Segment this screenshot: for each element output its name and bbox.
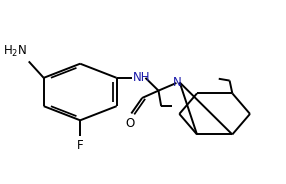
Text: NH: NH <box>132 71 150 84</box>
Text: N: N <box>173 76 182 89</box>
Text: O: O <box>125 117 135 130</box>
Text: F: F <box>77 139 84 152</box>
Text: H$_2$N: H$_2$N <box>3 44 27 59</box>
